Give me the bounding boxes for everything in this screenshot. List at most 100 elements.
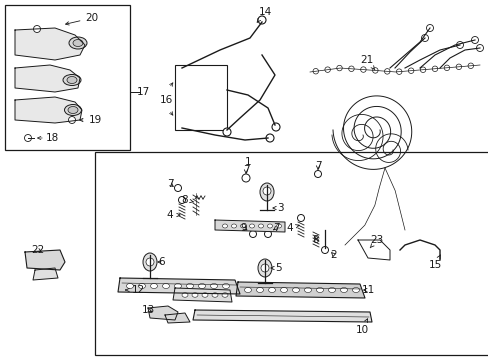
Circle shape — [398, 212, 403, 216]
Circle shape — [443, 65, 449, 71]
Ellipse shape — [212, 293, 218, 297]
Circle shape — [321, 247, 328, 253]
Circle shape — [297, 215, 304, 221]
Ellipse shape — [249, 224, 254, 228]
Polygon shape — [148, 306, 178, 320]
Ellipse shape — [192, 293, 198, 297]
Text: 3: 3 — [272, 203, 283, 213]
Circle shape — [395, 201, 400, 206]
Ellipse shape — [258, 259, 271, 277]
Ellipse shape — [142, 253, 157, 271]
Ellipse shape — [240, 224, 245, 228]
Ellipse shape — [138, 284, 145, 288]
Polygon shape — [25, 250, 65, 270]
Ellipse shape — [146, 258, 154, 266]
Polygon shape — [215, 220, 285, 232]
Text: 17: 17 — [136, 87, 149, 97]
Text: 6: 6 — [158, 257, 165, 267]
Circle shape — [375, 193, 379, 197]
Ellipse shape — [352, 288, 359, 292]
Circle shape — [475, 45, 483, 51]
Circle shape — [24, 135, 31, 141]
Ellipse shape — [276, 224, 281, 228]
Text: 11: 11 — [361, 285, 374, 295]
Ellipse shape — [174, 284, 181, 288]
Circle shape — [421, 35, 427, 41]
Circle shape — [346, 239, 351, 243]
Circle shape — [372, 68, 377, 73]
Ellipse shape — [231, 224, 236, 228]
Bar — [95, 152, 488, 355]
Ellipse shape — [340, 288, 347, 292]
Text: 4: 4 — [166, 210, 180, 220]
Text: 18: 18 — [45, 133, 59, 143]
Circle shape — [223, 128, 230, 136]
Ellipse shape — [256, 288, 263, 292]
Text: 4: 4 — [286, 223, 299, 233]
Polygon shape — [118, 278, 240, 294]
Circle shape — [338, 243, 346, 251]
Text: 7: 7 — [166, 179, 173, 189]
Ellipse shape — [222, 293, 227, 297]
Ellipse shape — [258, 224, 263, 228]
Circle shape — [336, 65, 342, 71]
Circle shape — [397, 247, 403, 253]
Ellipse shape — [280, 288, 287, 292]
Circle shape — [389, 181, 393, 185]
Ellipse shape — [73, 40, 83, 46]
Ellipse shape — [268, 288, 275, 292]
Ellipse shape — [261, 264, 268, 272]
Text: 10: 10 — [355, 319, 368, 335]
Ellipse shape — [186, 284, 193, 288]
Ellipse shape — [263, 187, 270, 195]
Ellipse shape — [267, 224, 272, 228]
Text: 8: 8 — [312, 235, 319, 245]
Circle shape — [407, 68, 413, 73]
Circle shape — [393, 191, 397, 195]
Text: 15: 15 — [427, 255, 441, 270]
Ellipse shape — [162, 284, 169, 288]
Circle shape — [174, 184, 181, 192]
Text: 14: 14 — [257, 7, 271, 22]
Text: 7: 7 — [242, 165, 249, 175]
Circle shape — [467, 63, 472, 68]
Text: 19: 19 — [80, 115, 102, 125]
Ellipse shape — [198, 284, 205, 288]
Text: 21: 21 — [360, 55, 374, 70]
Polygon shape — [15, 97, 82, 123]
Ellipse shape — [328, 288, 335, 292]
Text: 9: 9 — [240, 223, 247, 233]
Bar — [175, 65, 226, 130]
Circle shape — [436, 252, 442, 258]
Ellipse shape — [202, 293, 207, 297]
Circle shape — [178, 197, 185, 203]
Circle shape — [312, 68, 318, 74]
Circle shape — [384, 171, 388, 175]
Circle shape — [258, 16, 265, 24]
Circle shape — [384, 69, 389, 74]
Circle shape — [362, 223, 366, 227]
Circle shape — [396, 69, 401, 75]
Circle shape — [377, 182, 382, 186]
Circle shape — [249, 230, 256, 238]
Circle shape — [360, 67, 366, 72]
Polygon shape — [173, 288, 231, 302]
Ellipse shape — [292, 288, 299, 292]
Text: 13: 13 — [141, 305, 154, 315]
Text: 7: 7 — [314, 161, 321, 171]
Polygon shape — [33, 268, 58, 280]
Circle shape — [456, 41, 463, 49]
Text: 16: 16 — [159, 95, 172, 105]
Ellipse shape — [64, 104, 81, 116]
Ellipse shape — [182, 293, 187, 297]
Circle shape — [431, 66, 437, 72]
Circle shape — [242, 174, 249, 182]
Circle shape — [401, 222, 405, 227]
Circle shape — [348, 66, 353, 72]
Ellipse shape — [126, 284, 133, 288]
Text: 7: 7 — [272, 223, 279, 233]
Polygon shape — [15, 65, 80, 92]
Circle shape — [271, 123, 280, 131]
Circle shape — [426, 24, 433, 31]
Ellipse shape — [244, 288, 251, 292]
